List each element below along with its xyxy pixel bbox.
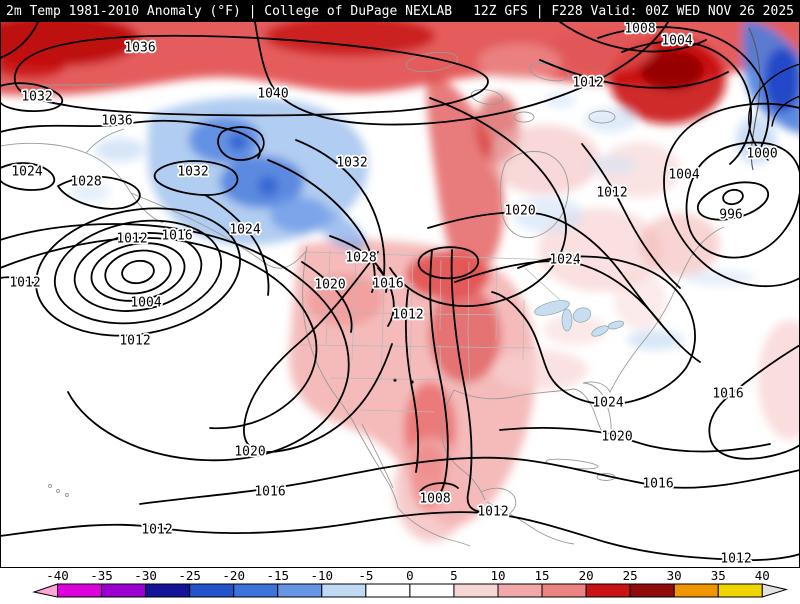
colorbar-strip: -40 -35 -30 -25 -20 -15 -10 -5 0 5 10 15 20 25 30 35 40	[0, 568, 800, 600]
pressure-label: 1004	[661, 34, 692, 49]
map-canvas: 1036 1032 1036 1040 1024 1028 1032 1032 1024 1016…	[1, 22, 799, 567]
colorbar-tick: 10	[490, 568, 505, 583]
pressure-label: 1012	[9, 276, 40, 291]
pressure-label: 1020	[504, 204, 535, 219]
colorbar-segment	[190, 584, 234, 597]
colorbar-segment	[410, 584, 454, 597]
weather-map: 1036 1032 1036 1040 1024 1028 1032 1032 1024 1016…	[0, 22, 800, 568]
header-bar: 2m Temp 1981-2010 Anomaly (°F) | College…	[0, 0, 800, 22]
colorbar-segment	[498, 584, 542, 597]
colorbar-tick: 15	[535, 568, 550, 583]
colorbar-tick: -30	[134, 568, 157, 583]
colorbar-tick: 25	[623, 568, 638, 583]
colorbar-segment	[58, 584, 102, 597]
colorbar-tick: 35	[711, 568, 726, 583]
pressure-label: 1016	[161, 229, 192, 244]
colorbar-tick: 40	[755, 568, 770, 583]
pressure-label: 1024	[592, 396, 623, 411]
colorbar-tick: 5	[450, 568, 458, 583]
map-title: 2m Temp 1981-2010 Anomaly (°F) | College…	[6, 4, 452, 19]
pressure-label: 1032	[21, 90, 52, 105]
colorbar-tick: -40	[46, 568, 69, 583]
colorbar-tick: -20	[222, 568, 245, 583]
colorbar-segment	[674, 584, 718, 597]
colorbar-segment	[366, 584, 410, 597]
colorbar-segment	[542, 584, 586, 597]
colorbar-tick: -35	[90, 568, 113, 583]
colorbar-segment	[234, 584, 278, 597]
pressure-label: 1012	[116, 232, 147, 247]
colorbar-segment	[454, 584, 498, 597]
pressure-label: 996	[719, 208, 742, 223]
pressure-label: 1016	[372, 277, 403, 292]
pressure-label: 1012	[477, 505, 508, 520]
pressure-label: 1024	[549, 253, 580, 268]
pressure-label: 1012	[141, 523, 172, 538]
pressure-label: 1020	[234, 445, 265, 460]
pressure-label: 1012	[119, 334, 150, 349]
colorbar-tick: 30	[667, 568, 682, 583]
pressure-label: 1020	[314, 278, 345, 293]
colorbar-tick: 0	[406, 568, 414, 583]
colorbar-tick: -5	[358, 568, 373, 583]
colorbar-segment	[322, 584, 366, 597]
colorbar-segment	[146, 584, 190, 597]
pressure-label: 1028	[345, 251, 376, 266]
pressure-label: 1024	[229, 223, 260, 238]
pressure-label: 1016	[254, 485, 285, 500]
colorbar-segment	[718, 584, 762, 597]
pressure-label: 1012	[596, 186, 627, 201]
pressure-label: 1024	[11, 165, 42, 180]
pressure-label: 1020	[601, 430, 632, 445]
colorbar-tick: -25	[178, 568, 201, 583]
model-run-info: 12Z GFS | F228 Valid: 00Z WED NOV 26 202…	[473, 4, 794, 19]
colorbar-tick: -10	[311, 568, 334, 583]
colorbar-segment	[278, 584, 322, 597]
pressure-label: 1008	[419, 492, 450, 507]
pressure-label: 1000	[746, 147, 777, 162]
pressure-label: 1028	[70, 175, 101, 190]
pressure-label: 1008	[624, 22, 655, 37]
pressure-label: 1016	[642, 477, 673, 492]
pressure-label: 1040	[257, 87, 288, 102]
pressure-label: 1004	[668, 168, 699, 183]
pressure-label: 1004	[130, 296, 161, 311]
pressure-label: 1012	[392, 308, 423, 323]
pressure-label: 1036	[124, 41, 155, 56]
pressure-label: 1036	[101, 114, 132, 129]
pressure-label: 1032	[336, 156, 367, 171]
colorbar-tick: 20	[579, 568, 594, 583]
colorbar-segment	[586, 584, 630, 597]
pressure-label: 1016	[712, 387, 743, 402]
pressure-label: 1032	[177, 165, 208, 180]
colorbar-segment	[102, 584, 146, 597]
colorbar-right-arrow	[762, 584, 786, 597]
colorbar-tick: -15	[266, 568, 289, 583]
pressure-label: 1012	[572, 76, 603, 91]
colorbar-left-arrow	[34, 584, 58, 597]
colorbar: -40 -35 -30 -25 -20 -15 -10 -5 0 5 10 15 20 25 30 35 40	[0, 568, 800, 600]
colorbar-segment	[630, 584, 674, 597]
pressure-label: 1012	[720, 552, 751, 567]
